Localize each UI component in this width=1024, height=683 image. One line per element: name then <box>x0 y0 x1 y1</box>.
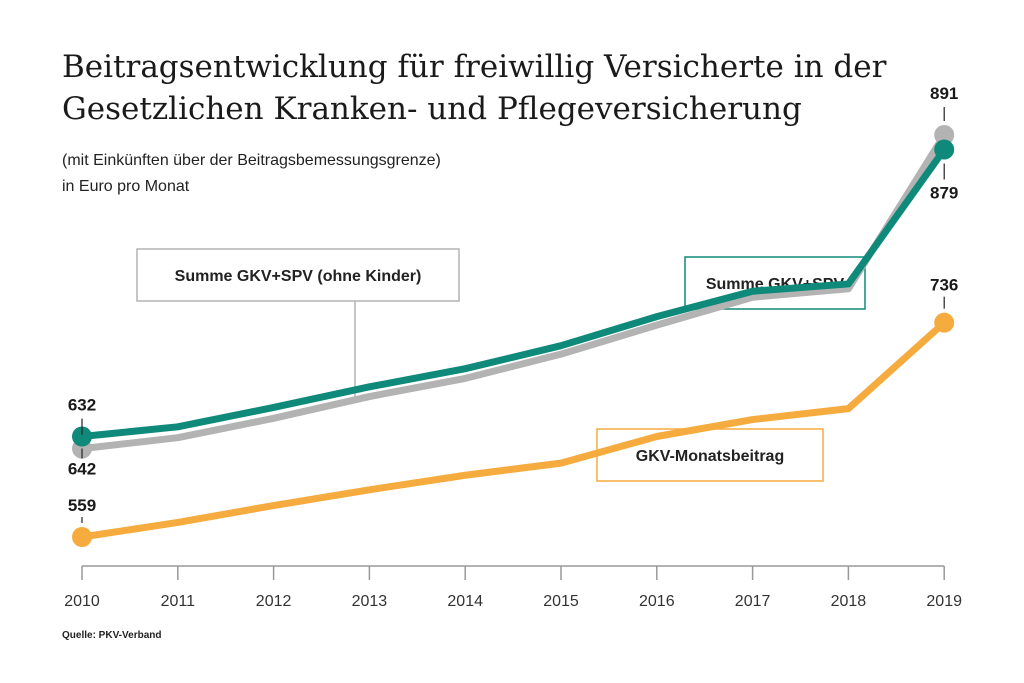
legend-box-orange-label: GKV-Monatsbeitrag <box>636 448 784 465</box>
subtitle-line-1: (mit Einkünften über der Beitragsbemessu… <box>62 152 441 169</box>
legend-box-grey-box <box>136 248 460 302</box>
label-teal-end: 879 <box>930 184 958 203</box>
series-line-teal <box>78 146 948 440</box>
chart-subtitle: (mit Einkünften über der Beitragsbemessu… <box>62 148 441 200</box>
x-tick-label-2018: 2018 <box>831 593 867 610</box>
series-orange-start-point <box>72 526 92 547</box>
chart-title: Beitragsentwicklung für freiwillig Versi… <box>62 49 887 127</box>
series-line-orange <box>78 319 948 541</box>
x-tick-label-2012: 2012 <box>256 593 292 610</box>
x-tick-label-2010: 2010 <box>64 593 100 610</box>
x-tick-label-2017: 2017 <box>735 593 771 610</box>
series-line-grey <box>78 131 948 453</box>
x-tick-label-2016: 2016 <box>639 593 675 610</box>
x-tick-label-2019: 2019 <box>926 593 962 610</box>
label-orange-start: 559 <box>68 496 96 515</box>
subtitle-line-2: in Euro pro Monat <box>62 178 190 195</box>
label-grey-end: 891 <box>930 84 958 103</box>
series-teal-end-point <box>934 139 955 160</box>
x-tick-label-2014: 2014 <box>447 593 483 610</box>
series-grey-end-point <box>934 125 955 146</box>
label-teal-start: 642 <box>68 459 96 478</box>
series-orange-end-point <box>934 312 955 333</box>
x-tick-label-2011: 2011 <box>161 593 196 610</box>
label-orange-end: 736 <box>930 276 958 295</box>
source-note: Quelle: PKV-Verband <box>62 630 162 641</box>
label-grey-start: 632 <box>68 396 96 415</box>
x-tick-label-2015: 2015 <box>543 593 579 610</box>
legend-box-grey-label: Summe GKV+SPV (ohne Kinder) <box>175 268 422 285</box>
x-tick-label-2013: 2013 <box>352 593 388 610</box>
series-teal-start-point <box>72 426 92 447</box>
